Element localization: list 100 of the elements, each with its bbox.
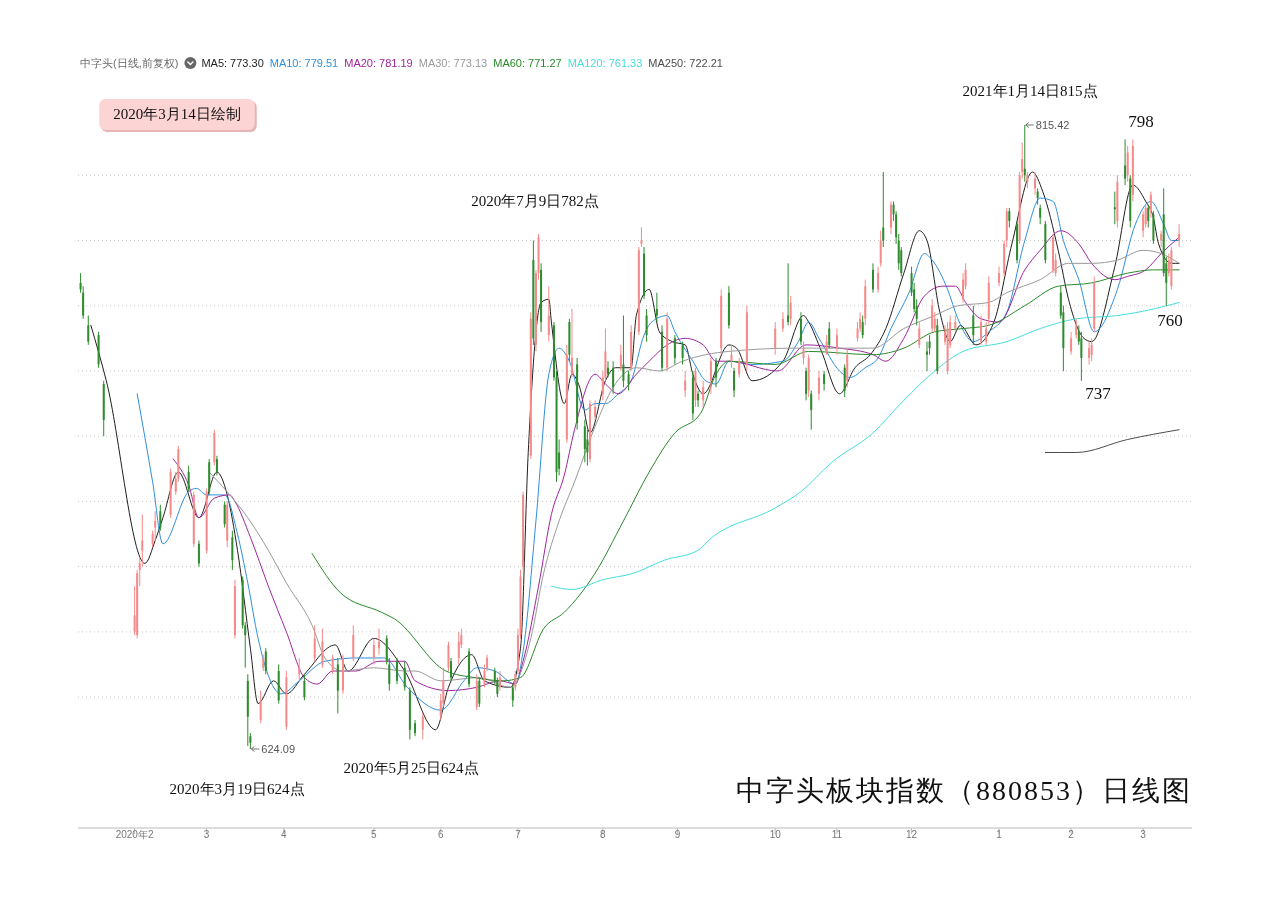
candlestick [823, 370, 826, 392]
candlestick [141, 513, 144, 568]
candlestick [403, 660, 406, 692]
candlestick [877, 266, 880, 294]
candlestick [709, 357, 712, 395]
candlestick [882, 171, 885, 248]
x-tick-label: 1 [996, 829, 1003, 840]
candlestick [619, 344, 622, 372]
annotation: 737 [1085, 384, 1112, 403]
candlestick [612, 360, 615, 395]
candlestick [835, 328, 838, 356]
candlestick [1088, 341, 1091, 365]
candlestick [1124, 138, 1127, 186]
x-tick-label: 8 [600, 829, 607, 840]
candlestick [352, 624, 355, 662]
candlestick [998, 266, 1001, 287]
candlestick [802, 341, 805, 365]
candlestick [871, 262, 874, 294]
candlestick [159, 504, 162, 532]
candlestick [810, 390, 813, 431]
candlestick [799, 311, 802, 346]
x-tick-label: 4 [281, 829, 288, 840]
x-tick-label: 3 [1140, 829, 1147, 840]
candlestick [774, 321, 777, 356]
candlestick [588, 399, 591, 463]
candlestick [730, 344, 733, 369]
candlestick [931, 298, 934, 333]
candlestick [547, 285, 550, 343]
candlestick [313, 624, 316, 662]
candlestick [645, 308, 648, 343]
x-tick-label: 2020年2 [115, 829, 154, 840]
candlestick [825, 334, 828, 356]
candlestick [1090, 337, 1093, 362]
candlestick [298, 657, 301, 682]
candlestick [87, 315, 90, 346]
text: 2020年3月19日624点 [169, 781, 305, 797]
candlestick [421, 712, 424, 741]
candlestick [259, 690, 262, 724]
annotation: 2020年7月9日782点 [471, 193, 599, 209]
candlestick [817, 370, 820, 401]
x-tick-label: 11 [831, 829, 843, 840]
candlestick [733, 367, 736, 398]
candlestick [661, 324, 664, 372]
x-tick-label: 6 [437, 829, 444, 840]
x-tick-label: 7 [515, 829, 522, 840]
text: MA5: 773.30 [201, 57, 264, 69]
candlestick [231, 530, 234, 571]
candlestick [787, 262, 790, 326]
candlestick [1178, 223, 1181, 248]
x-tick-label: 5 [371, 829, 378, 840]
candlestick [828, 321, 831, 349]
candlestick [215, 455, 218, 476]
x-tick-label: 9 [674, 829, 681, 840]
text: 中字头板块指数（880853）日线图 [736, 775, 1192, 806]
candlestick [594, 399, 597, 421]
candlestick [980, 315, 983, 346]
candlestick [918, 321, 921, 349]
text: 2021年1月14日815点 [962, 83, 1098, 99]
x-tick-label: 10 [769, 829, 782, 840]
candlestick [879, 230, 882, 268]
candlestick [606, 360, 609, 378]
candlestick [1113, 191, 1116, 225]
annotation: 815.42 [1035, 119, 1070, 131]
text: MA120: 761.33 [567, 57, 643, 69]
candlestick [1070, 331, 1073, 356]
candlestick [396, 657, 399, 685]
candlestick [622, 315, 625, 388]
candlestick [889, 200, 892, 235]
candlestick [1160, 230, 1163, 248]
candlestick [372, 637, 375, 665]
x-tick-label: 12 [906, 829, 918, 840]
candlestick [655, 292, 658, 323]
candlestick [673, 334, 676, 365]
candlestick [303, 673, 306, 701]
annotation: 624.09 [261, 743, 296, 755]
candlestick [321, 628, 324, 669]
candlestick [627, 370, 630, 392]
candlestick [187, 465, 190, 493]
candlestick [805, 367, 808, 401]
candlestick [1034, 171, 1037, 196]
candlestick [1075, 318, 1078, 339]
text: 2020年3月14日绘制 [113, 106, 241, 122]
text: MA20: 781.19 [344, 57, 413, 69]
x-tick-label: 2 [1068, 829, 1075, 840]
candlestick [223, 500, 226, 529]
x-tick-label: 3 [203, 829, 210, 840]
candlestick [684, 370, 687, 398]
annotation: 760 [1157, 311, 1183, 330]
candlestick [781, 311, 784, 333]
candlestick [197, 540, 200, 568]
annotation: 798 [1128, 112, 1154, 131]
candlestick [511, 683, 514, 708]
text: MA10: 779.51 [269, 57, 339, 69]
candlestick [1008, 207, 1011, 228]
candlestick [715, 357, 718, 388]
candlestick [702, 380, 705, 408]
text: 2020年5月25日624点 [343, 760, 479, 776]
candlestick [697, 390, 700, 408]
candlestick [331, 654, 334, 675]
candlestick [643, 246, 646, 300]
